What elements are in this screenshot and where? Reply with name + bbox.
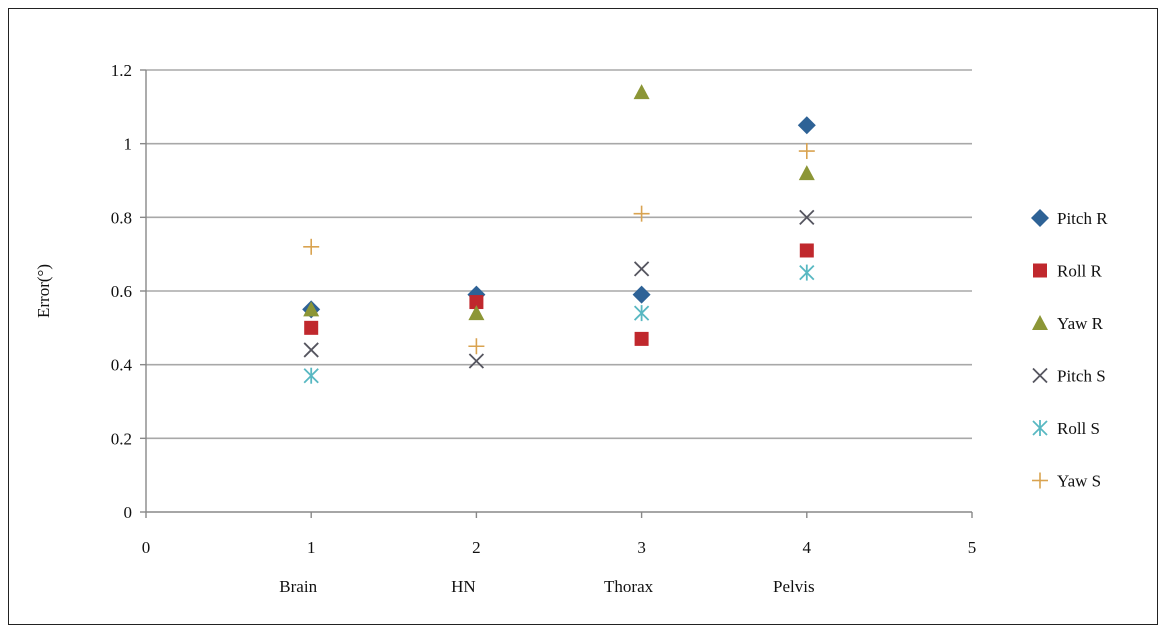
data-point [799,209,815,225]
y-tick-label: 0.2 [111,429,132,448]
legend-marker [1032,367,1048,384]
legend: Pitch R Roll R Yaw R Pitch S Roll S Yaw S [1031,209,1108,491]
triangle-marker [303,301,320,317]
data-point [468,353,485,369]
grid-lines [146,69,972,440]
data-point [468,338,485,355]
legend-label: Pitch R [1057,209,1108,228]
legend-item: Yaw S [1032,472,1101,491]
y-axis-title: Error(°) [34,264,53,318]
legend-marker [1032,420,1048,436]
data-point [633,261,650,277]
data-point [797,116,816,135]
legend-label: Pitch S [1057,367,1106,386]
x-tick-label: 2 [472,538,481,557]
x-tick-label: 5 [968,538,977,557]
x-marker-stroke [633,261,650,277]
y-tick-label: 0 [124,503,133,522]
square-marker [1033,263,1047,278]
category-label: HN [451,577,476,596]
category-label: Pelvis [773,577,815,596]
data-point [632,285,651,304]
y-tick-labels: 0 0.2 0.4 0.6 0.8 1 1.2 [111,61,133,522]
x-tick-label: 4 [803,538,812,557]
y-tick-label: 1.2 [111,61,132,80]
scatter-chart: 0 0.2 0.4 0.6 0.8 1 1.2 0 1 2 3 4 5 Brain HN Thorax Pe… [34,61,1108,596]
legend-item: Roll S [1032,419,1100,438]
data-point [303,342,319,358]
y-tick-label: 1 [124,135,133,154]
data-point [303,301,320,317]
diamond-marker [632,285,651,304]
data-point [798,165,815,181]
data-point [634,331,649,346]
diamond-marker [797,116,816,135]
triangle-marker [468,305,485,321]
data-point [633,205,650,222]
legend-label: Yaw R [1057,314,1104,333]
data-points [302,84,816,384]
square-marker [634,331,649,346]
triangle-marker [798,165,815,181]
y-tick-label: 0.8 [111,208,132,227]
x-marker-stroke [799,209,815,225]
category-label: Brain [279,577,317,596]
axes [140,69,973,518]
legend-item: Pitch S [1032,367,1106,386]
data-point [303,367,319,384]
data-point [303,238,320,255]
data-point [468,305,485,321]
y-tick-label: 0.6 [111,282,132,301]
legend-item: Yaw R [1032,314,1104,333]
legend-marker [1032,472,1048,489]
legend-item: Pitch R [1031,209,1108,228]
square-marker [304,320,319,335]
data-point [633,84,650,100]
x-tick-label: 0 [142,538,151,557]
x-marker-stroke [1032,367,1048,384]
legend-marker [1033,263,1047,278]
legend-label: Roll S [1057,419,1100,438]
square-marker [799,243,814,258]
data-point [469,295,484,310]
diamond-marker [1031,209,1049,227]
y-tick-label: 0.4 [111,356,133,375]
x-tick-label: 3 [637,538,646,557]
x-marker-stroke [303,342,319,358]
category-labels: Brain HN Thorax Pelvis [279,577,814,596]
legend-label: Roll R [1057,262,1103,281]
legend-item: Roll R [1033,262,1103,281]
data-point [799,243,814,258]
category-label: Thorax [604,577,654,596]
legend-marker [1031,209,1049,227]
square-marker [469,295,484,310]
chart-frame: 0 0.2 0.4 0.6 0.8 1 1.2 0 1 2 3 4 5 Brain HN Thorax Pe… [8,8,1158,625]
legend-label: Yaw S [1057,472,1101,491]
legend-marker [1032,315,1048,330]
data-point [798,143,815,160]
x-marker-stroke [468,353,485,369]
triangle-marker [1032,315,1048,330]
triangle-marker [633,84,650,100]
x-tick-labels: 0 1 2 3 4 5 [142,538,977,557]
data-point [633,305,650,322]
data-point [304,320,319,335]
x-tick-label: 1 [307,538,316,557]
data-point [799,264,815,281]
